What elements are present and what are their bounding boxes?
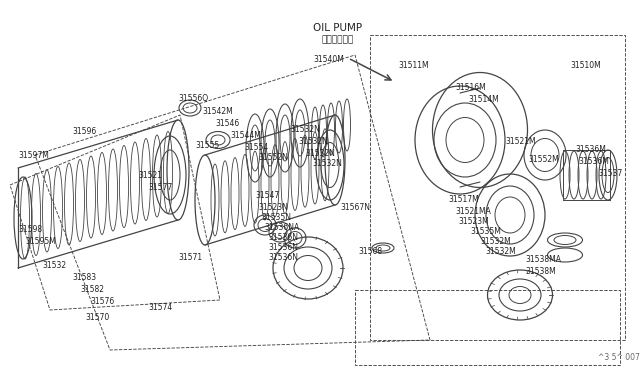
- Text: 31568: 31568: [358, 247, 382, 257]
- Text: 31510M: 31510M: [570, 61, 601, 70]
- Text: 31521MA: 31521MA: [455, 208, 491, 217]
- Text: 31595M: 31595M: [25, 237, 56, 247]
- Text: 31555: 31555: [195, 141, 220, 150]
- Text: 31532N: 31532N: [312, 158, 342, 167]
- Text: 31577: 31577: [148, 183, 172, 192]
- Text: 31546: 31546: [215, 119, 239, 128]
- Text: 31552M: 31552M: [528, 155, 559, 164]
- Text: 31536N: 31536N: [268, 234, 298, 243]
- Text: 31536NA: 31536NA: [264, 224, 300, 232]
- Text: 31538MA: 31538MA: [525, 256, 561, 264]
- Text: 31583: 31583: [72, 273, 96, 282]
- Text: 31582: 31582: [80, 285, 104, 295]
- Text: 31567N: 31567N: [340, 203, 370, 212]
- Text: 31532M: 31532M: [485, 247, 516, 257]
- Text: 31536N: 31536N: [268, 253, 298, 263]
- Text: 31544M: 31544M: [230, 131, 261, 141]
- Text: 31574: 31574: [148, 304, 172, 312]
- Text: 31552N: 31552N: [258, 154, 288, 163]
- Text: 31570: 31570: [85, 314, 109, 323]
- Text: 31596: 31596: [72, 128, 96, 137]
- Text: 31532N: 31532N: [305, 148, 335, 157]
- Text: オイルポンプ: オイルポンプ: [322, 35, 354, 45]
- Text: 31556Q: 31556Q: [178, 93, 208, 103]
- Text: 31536M: 31536M: [575, 145, 606, 154]
- Text: 31523M: 31523M: [458, 218, 489, 227]
- Text: 31597M: 31597M: [18, 151, 49, 160]
- Text: 31532M: 31532M: [480, 237, 511, 247]
- Text: 31542M: 31542M: [202, 108, 233, 116]
- Text: 31523N: 31523N: [258, 202, 288, 212]
- Text: OIL PUMP: OIL PUMP: [314, 23, 363, 33]
- Text: 31576: 31576: [90, 298, 115, 307]
- Text: 31536N: 31536N: [268, 244, 298, 253]
- Text: 31547: 31547: [255, 190, 279, 199]
- Text: 31532: 31532: [42, 260, 66, 269]
- Text: 31532N: 31532N: [290, 125, 320, 135]
- Text: 31540M: 31540M: [313, 55, 344, 64]
- Text: 31521M: 31521M: [505, 138, 536, 147]
- Text: 31511M: 31511M: [398, 61, 429, 71]
- Text: 31532N: 31532N: [298, 138, 328, 147]
- Text: 31536M: 31536M: [578, 157, 609, 167]
- Text: 31516M: 31516M: [455, 83, 486, 93]
- Text: 31538M: 31538M: [525, 267, 556, 276]
- Text: 31571: 31571: [178, 253, 202, 263]
- Text: 31517M: 31517M: [448, 196, 479, 205]
- Text: ^3 5^ 0077: ^3 5^ 0077: [598, 353, 640, 362]
- Text: 31537: 31537: [598, 169, 622, 177]
- Text: 31535N: 31535N: [261, 214, 291, 222]
- Text: 31535M: 31535M: [470, 228, 501, 237]
- Text: 31554: 31554: [244, 144, 268, 153]
- Text: 31514M: 31514M: [468, 96, 499, 105]
- Text: 31598: 31598: [18, 225, 42, 234]
- Text: 31521: 31521: [138, 170, 162, 180]
